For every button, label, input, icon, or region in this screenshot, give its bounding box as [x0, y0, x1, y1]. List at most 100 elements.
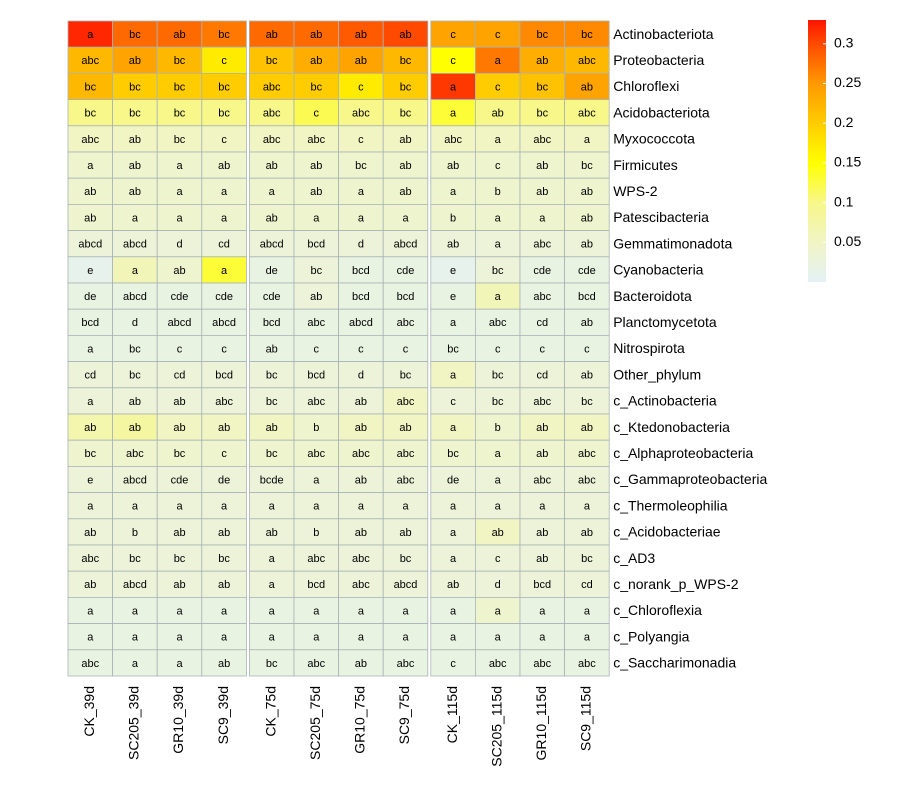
heatmap-cell	[519, 387, 565, 415]
cell-label: ab	[581, 186, 593, 198]
heatmap-cell	[293, 465, 339, 493]
cell-label: b	[495, 422, 501, 434]
heatmap-cell	[293, 649, 339, 677]
heatmap-cell	[67, 151, 113, 179]
cell-label: abc	[397, 474, 415, 486]
cell-label: a	[539, 212, 546, 224]
heatmap-cell	[338, 203, 384, 231]
cell-label: a	[495, 632, 502, 644]
cell-label: abc	[444, 134, 462, 146]
cell-label: ab	[173, 265, 185, 277]
heatmap-cell	[519, 203, 565, 231]
cell-label: bc	[447, 343, 459, 355]
heatmap-cell	[564, 20, 610, 48]
cell-label: c	[221, 448, 227, 460]
heatmap-cell	[474, 649, 521, 677]
heatmap-cell	[112, 46, 158, 74]
cell-label: a	[539, 501, 546, 513]
cell-label: a	[450, 317, 457, 329]
cell-label: cde	[171, 474, 189, 486]
heatmap-cell	[293, 151, 339, 179]
cell-label: a	[313, 474, 320, 486]
heatmap-cell	[564, 230, 610, 258]
heatmap-cell	[564, 361, 610, 389]
heatmap-cell	[430, 518, 476, 546]
heatmap-cell	[519, 492, 565, 520]
cell-label: bc	[492, 370, 504, 382]
cell-label: ab	[399, 527, 411, 539]
heatmap-cell	[156, 125, 203, 153]
cell-label: cd	[536, 370, 548, 382]
heatmap-cell	[474, 492, 521, 520]
cell-label: bcd	[307, 579, 325, 591]
heatmap-cell	[382, 151, 429, 179]
heatmap-cell	[293, 361, 339, 389]
heatmap-cell	[293, 282, 339, 310]
column-label: SC205_39d	[126, 686, 142, 760]
cell-label: a	[539, 632, 546, 644]
heatmap-cell	[564, 308, 610, 336]
heatmap-cell	[112, 282, 158, 310]
heatmap-cell	[338, 256, 384, 284]
cell-label: ab	[581, 81, 593, 93]
cell-label: bc	[218, 108, 230, 120]
cell-label: abcd	[123, 474, 147, 486]
cell-label: ab	[129, 422, 141, 434]
cell-label: c	[495, 343, 501, 355]
cell-label: abc	[215, 396, 233, 408]
cell-label: a	[450, 422, 457, 434]
cell-label: a	[87, 343, 94, 355]
row-label: Other_phylum	[613, 366, 701, 382]
heatmap-cell	[67, 230, 113, 258]
row-label: Proteobacteria	[613, 52, 704, 68]
heatmap-cell	[112, 492, 158, 520]
heatmap-cell	[519, 544, 565, 572]
cell-label: c	[177, 343, 183, 355]
cell-label: bc	[129, 370, 141, 382]
cell-label: abc	[397, 658, 415, 670]
heatmap-cell	[112, 177, 158, 205]
cell-label: bc	[266, 55, 278, 67]
cell-label: cd	[581, 579, 593, 591]
cell-label: de	[266, 265, 278, 277]
cell-label: bc	[447, 448, 459, 460]
cell-label: ab	[536, 527, 548, 539]
cell-label: a	[176, 632, 183, 644]
heatmap-cell	[201, 439, 247, 467]
cell-label: c	[495, 29, 501, 41]
cell-label: abc	[533, 291, 551, 303]
heatmap-cell	[382, 413, 429, 441]
cell-label: bcd	[215, 370, 233, 382]
heatmap-cell	[112, 439, 158, 467]
row-label: Nitrospirota	[613, 340, 685, 356]
cell-label: bc	[536, 81, 548, 93]
heatmap-cell	[201, 544, 247, 572]
heatmap-cell	[338, 177, 384, 205]
heatmap-cell	[382, 20, 429, 48]
heatmap-cell	[564, 413, 610, 441]
cell-label: cde	[397, 265, 415, 277]
cell-label: ab	[173, 527, 185, 539]
heatmap-cell	[67, 177, 113, 205]
cell-label: ab	[84, 186, 96, 198]
cell-label: a	[584, 632, 591, 644]
cell-label: ab	[266, 160, 278, 172]
heatmap-cell	[564, 46, 610, 74]
row-label: Myxococcota	[613, 131, 695, 147]
heatmap-cell	[338, 230, 384, 258]
cell-label: ab	[536, 448, 548, 460]
cell-label: ab	[492, 527, 504, 539]
cell-label: abc	[352, 579, 370, 591]
cell-label: c	[495, 81, 501, 93]
heatmap-cell	[156, 439, 203, 467]
row-label: Firmicutes	[613, 157, 678, 173]
heatmap-cell	[382, 177, 429, 205]
heatmap-cell	[338, 439, 384, 467]
cell-label: ab	[536, 55, 548, 67]
cell-label: a	[87, 501, 94, 513]
heatmap-cell	[112, 308, 158, 336]
cell-label: e	[87, 474, 93, 486]
cell-label: a	[176, 658, 183, 670]
cell-label: cd	[174, 370, 186, 382]
cell-label: a	[221, 186, 228, 198]
